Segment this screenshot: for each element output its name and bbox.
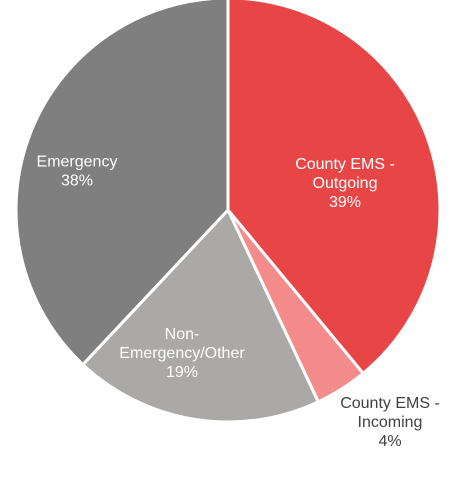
data-label-name: Incoming [358,414,423,431]
data-label-value: 4% [378,433,401,450]
data-label-non-emergency-other: Non- Emergency/Other 19% [119,326,245,381]
pie-slice-emergency [14,0,230,367]
pie-labels: County EMS - Outgoing 39% County EMS - Incom… [37,154,440,451]
pie-slice-non-emergency-other [81,208,320,424]
data-label-name: County EMS - [340,395,440,412]
data-label-county-ems-outgoing: County EMS - Outgoing 39% [295,156,395,211]
data-label-value: 39% [329,194,361,211]
pie-slices [14,0,442,424]
data-label-value: 19% [166,364,198,381]
data-label-name: Non- [165,326,200,343]
data-label-name: Emergency [37,154,118,171]
data-label-county-ems-incoming: County EMS - Incoming 4% [340,395,440,450]
data-label-name: Outgoing [313,175,378,192]
data-label-value: 38% [61,173,93,190]
data-label-name: County EMS - [295,156,395,173]
data-label-emergency: Emergency 38% [37,154,118,190]
data-label-name: Emergency/Other [119,345,245,362]
pie-slice-county-ems-outgoing [226,0,442,375]
